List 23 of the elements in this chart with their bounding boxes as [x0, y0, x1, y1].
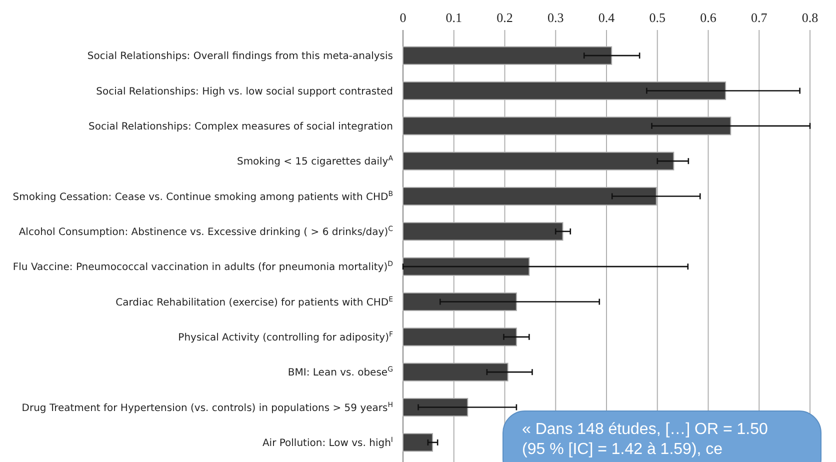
x-tick-label: 0.1 [446, 10, 462, 25]
y-tick-label: Alcohol Consumption: Abstinence vs. Excessive drinking ( > 6 drinks/day)$^{C}$ [18, 224, 394, 238]
y-tick-label: Cardiac Rehabilitation (exercise) for patients with CHD$^{E}$ [116, 295, 393, 308]
y-tick-label: Air Pollution: Low vs. high$^{I}$ [262, 436, 393, 449]
x-tick-label: 0.6 [700, 10, 717, 25]
annotation: « Dans 148 études, […] OR = 1.50 (95 % [IC] = 1.42 à 1.59), ce [522, 421, 768, 458]
x-tick-label: 0.4 [598, 10, 616, 25]
x-tick-label: 0.5 [649, 10, 666, 25]
y-tick-label: Smoking Cessation: Cease vs. Continue smoking among patients with CHD$^{B}$ [12, 190, 394, 203]
y-tick-label: BMI: Lean vs. obese$^{G}$ [288, 366, 393, 379]
y-tick-label: Smoking < 15 cigarettes daily$^{A}$ [236, 154, 394, 168]
x-tick-label: 0.2 [496, 10, 513, 25]
y-tick-label: Social Relationships: Overall findings from this meta-analysis [87, 51, 393, 62]
y-tick-label: Physical Activity (controlling for adiposity)$^{F}$ [178, 330, 393, 344]
callout-box: « Dans 148 études, […] OR = 1.50 (95 % [IC] = 1.42 à 1.59), ce [502, 410, 822, 462]
x-tick-label: 0.7 [751, 10, 768, 25]
x-tick-label: 0.3 [548, 10, 564, 25]
x-tick-label: 0.8 [802, 10, 818, 25]
y-tick-label: Flu Vaccine: Pneumococcal vaccination in adults (for pneumonia mortality)$^{D}$ [12, 260, 393, 274]
y-tick-label: Social Relationships: High vs. low social support contrasted [96, 86, 393, 98]
x-tick-label: 0 [400, 10, 406, 25]
y-tick-label: Drug Treatment for Hypertension (vs. controls) in populations > 59 years$^{H}$ [22, 400, 393, 414]
y-tick-label: Social Relationships: Complex measures of social integration [88, 121, 393, 132]
